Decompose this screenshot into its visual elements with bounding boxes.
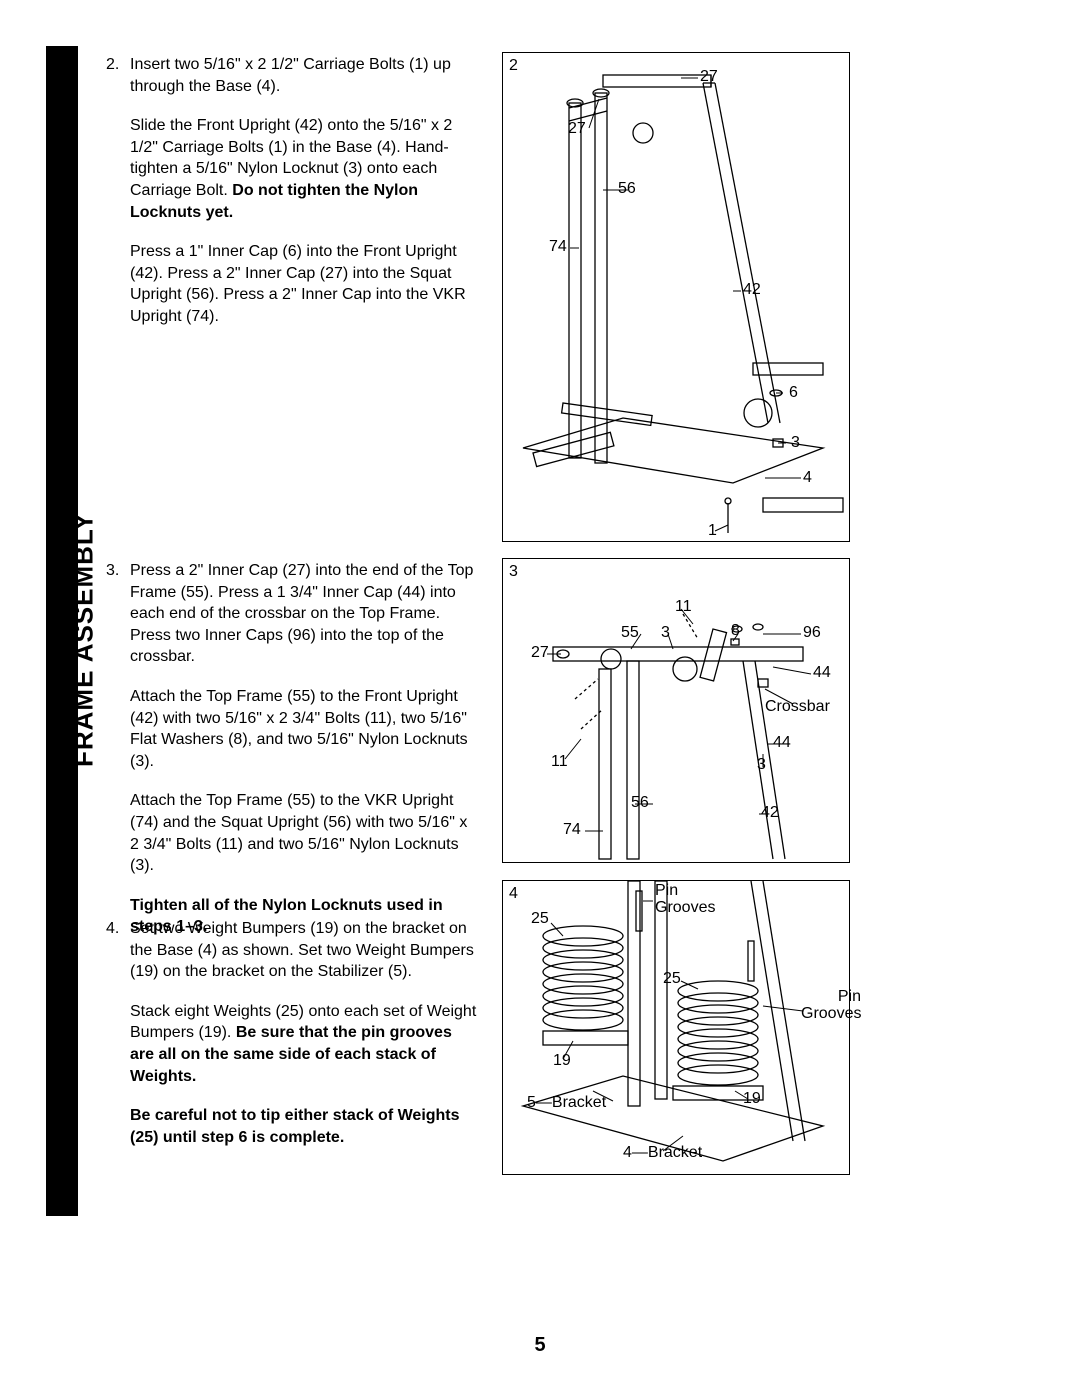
fig2-l74: 74 — [549, 239, 567, 256]
fig3-l56: 56 — [631, 795, 649, 812]
fig4-l4: 4—Bracket — [623, 1145, 702, 1162]
fig2-l27a: 27 — [700, 69, 718, 86]
step-4-number: 4. — [106, 918, 119, 940]
step-4: 4. Set two Weight Bumpers (19) on the br… — [130, 918, 480, 1166]
fig2-l56: 56 — [618, 181, 636, 198]
figure-3: 3 — [502, 558, 850, 863]
fig2-l3: 3 — [791, 435, 800, 452]
fig3-l11b: 11 — [551, 754, 568, 771]
fig2-l1: 1 — [708, 523, 717, 540]
fig3-l8: 8 — [731, 623, 740, 640]
step-2-p3: Press a 1" Inner Cap (6) into the Front … — [130, 241, 480, 327]
step-2: 2. Insert two 5/16" x 2 1/2" Carriage Bo… — [130, 54, 480, 346]
fig3-l11a: 11 — [675, 599, 692, 616]
step-3-p1: Press a 2" Inner Cap (27) into the end o… — [130, 560, 480, 668]
fig2-l4: 4 — [803, 470, 812, 487]
fig4-lPinA: Pin Grooves — [655, 883, 725, 917]
fig4-l19b: 19 — [743, 1091, 761, 1108]
fig2-l27b: 27 — [568, 121, 586, 138]
step-2-p2: Slide the Front Upright (42) onto the 5/… — [130, 115, 480, 223]
step-4-p1: Set two Weight Bumpers (19) on the brack… — [130, 918, 480, 983]
fig3-l27: 27 — [531, 645, 549, 662]
fig4-l25a: 25 — [531, 911, 549, 928]
figure-4-drawing — [503, 881, 851, 1176]
page-number: 5 — [0, 1334, 1080, 1357]
step-3-p3: Attach the Top Frame (55) to the VKR Upr… — [130, 790, 480, 876]
fig3-l55: 55 — [621, 625, 639, 642]
fig4-l5: 5—Bracket — [527, 1095, 606, 1112]
step-3: 3. Press a 2" Inner Cap (27) into the en… — [130, 560, 480, 956]
fig3-l44b: 44 — [773, 735, 791, 752]
step-2-number: 2. — [106, 54, 119, 76]
frame-assembly-label: FRAME ASSEMBLY — [70, 500, 98, 780]
fig3-l3b: 3 — [757, 757, 766, 774]
fig3-l44a: 44 — [813, 665, 831, 682]
step-3-p2: Attach the Top Frame (55) to the Front U… — [130, 686, 480, 772]
figure-2: 2 — [502, 52, 850, 542]
fig4-l25b: 25 — [663, 971, 681, 988]
fig4-lPinB: Pin Grooves — [801, 989, 861, 1023]
fig3-l42: 42 — [761, 805, 779, 822]
fig3-l96: 96 — [803, 625, 821, 642]
step-2-p1: Insert two 5/16" x 2 1/2" Carriage Bolts… — [130, 54, 480, 97]
fig2-l42: 42 — [743, 282, 761, 299]
fig3-l3a: 3 — [661, 625, 670, 642]
fig3-lCrossbar: Crossbar — [765, 699, 830, 716]
step-4-p2: Stack eight Weights (25) onto each set o… — [130, 1001, 480, 1087]
fig2-l6: 6 — [789, 385, 798, 402]
fig4-l19a: 19 — [553, 1053, 571, 1070]
step-4-p3: Be careful not to tip either stack of We… — [130, 1105, 480, 1148]
figure-4: 4 — [502, 880, 850, 1175]
figure-2-drawing — [503, 53, 851, 543]
step-3-number: 3. — [106, 560, 119, 582]
fig3-l74: 74 — [563, 822, 581, 839]
